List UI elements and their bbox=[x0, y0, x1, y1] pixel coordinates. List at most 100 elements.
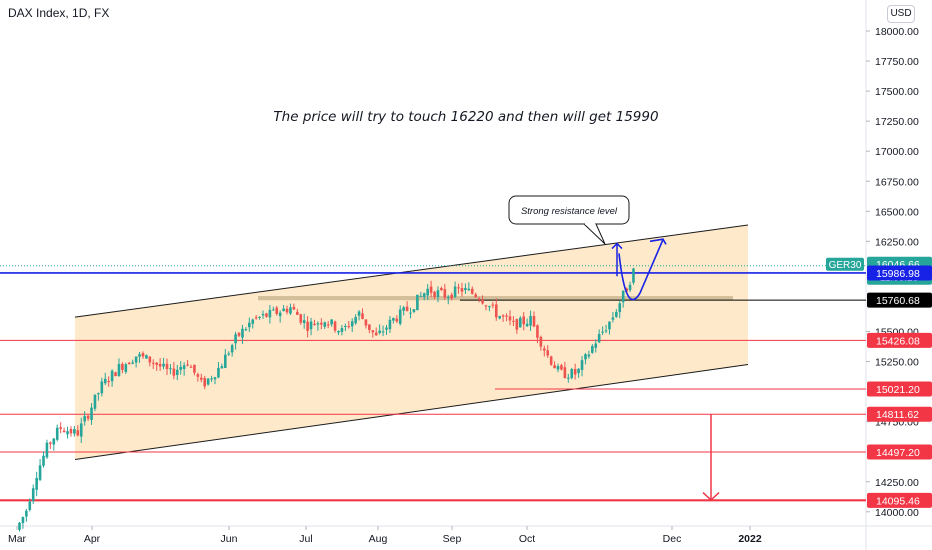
candle bbox=[460, 282, 464, 297]
candle bbox=[436, 286, 440, 303]
candle bbox=[292, 303, 296, 311]
price-tag-value: 14095.46 bbox=[876, 495, 920, 507]
candle bbox=[374, 327, 378, 336]
candle bbox=[632, 267, 635, 285]
candle bbox=[49, 441, 52, 449]
candle bbox=[474, 292, 477, 299]
price-tick-label: 16750.00 bbox=[875, 176, 919, 188]
candle bbox=[395, 315, 399, 324]
candle bbox=[306, 316, 309, 338]
candle bbox=[217, 361, 220, 379]
candle bbox=[66, 426, 69, 439]
candle bbox=[419, 291, 423, 297]
candle bbox=[227, 351, 231, 357]
callout-box: Strong resistance level bbox=[508, 195, 630, 245]
candle bbox=[525, 318, 529, 328]
arrowhead-icon bbox=[611, 242, 623, 250]
candle bbox=[114, 371, 117, 377]
candle bbox=[86, 413, 90, 422]
price-tick-label: 17250.00 bbox=[875, 116, 919, 128]
candle bbox=[518, 316, 522, 328]
candle bbox=[556, 363, 560, 373]
time-tick-label: Jun bbox=[221, 533, 238, 545]
candle bbox=[230, 343, 234, 357]
candle bbox=[165, 358, 169, 376]
candle bbox=[278, 310, 282, 323]
symbol-tag-label: GER30 bbox=[829, 260, 862, 271]
candle bbox=[608, 321, 611, 335]
price-tags: 16046.6611:09:28GER3015986.9815760.68154… bbox=[826, 256, 932, 508]
price-tick-label: 15250.00 bbox=[875, 357, 919, 369]
candle bbox=[248, 317, 251, 332]
candle bbox=[42, 451, 45, 468]
candle bbox=[450, 292, 453, 301]
candles bbox=[18, 267, 635, 532]
candle bbox=[529, 310, 532, 331]
candle bbox=[392, 317, 395, 324]
candle bbox=[577, 368, 580, 378]
candle bbox=[536, 324, 539, 344]
candle bbox=[567, 373, 570, 383]
red-level-1-tag: 15426.08 bbox=[867, 332, 932, 348]
time-tick-label: Apr bbox=[84, 533, 101, 545]
price-tag-value: 15021.20 bbox=[876, 384, 920, 396]
candle bbox=[405, 301, 409, 312]
candle bbox=[285, 305, 289, 315]
candle bbox=[549, 355, 553, 366]
red-level-4-tag: 14497.20 bbox=[867, 444, 932, 460]
candle bbox=[237, 332, 241, 338]
time-tick-label: 2022 bbox=[738, 533, 762, 545]
headline-annotation: The price will try to touch 16220 and th… bbox=[273, 109, 658, 125]
currency-button[interactable]: USD bbox=[887, 5, 915, 23]
candle bbox=[31, 484, 35, 505]
candle bbox=[169, 364, 172, 375]
candle bbox=[361, 308, 364, 320]
candle bbox=[59, 422, 62, 434]
time-tick-label: Aug bbox=[369, 533, 388, 545]
candle bbox=[388, 316, 392, 334]
candle bbox=[254, 315, 258, 320]
candle bbox=[241, 324, 244, 344]
candle bbox=[213, 376, 217, 385]
candle bbox=[320, 318, 323, 330]
channel-bottom-line bbox=[74, 364, 749, 461]
candle bbox=[337, 330, 340, 336]
red-level-3-tag: 14811.62 bbox=[867, 406, 932, 422]
candle bbox=[398, 305, 402, 326]
candle bbox=[494, 298, 498, 321]
candle bbox=[100, 377, 104, 397]
candle bbox=[409, 307, 412, 319]
candle bbox=[199, 373, 203, 383]
candle bbox=[131, 359, 134, 365]
symbol-tag[interactable]: GER30 bbox=[826, 257, 864, 271]
candle bbox=[220, 363, 224, 369]
candle bbox=[429, 280, 433, 298]
candle bbox=[453, 281, 457, 299]
candle bbox=[467, 282, 471, 291]
candle bbox=[103, 372, 107, 386]
price-tick-label: 14000.00 bbox=[875, 507, 919, 519]
candle bbox=[484, 304, 488, 311]
red-level-2-tag: 15021.20 bbox=[867, 381, 932, 397]
black-level-tag: 15760.68 bbox=[867, 292, 932, 308]
candle bbox=[97, 392, 100, 401]
candle bbox=[203, 375, 207, 390]
candle bbox=[196, 372, 200, 382]
price-tick-label: 18000.00 bbox=[875, 26, 919, 38]
price-tick-label: 17000.00 bbox=[875, 146, 919, 158]
candle bbox=[313, 319, 316, 326]
candle bbox=[470, 286, 474, 295]
candle bbox=[261, 310, 265, 319]
arrowhead-icon bbox=[649, 238, 667, 245]
price-tag-value: 14811.62 bbox=[876, 409, 919, 421]
candle bbox=[553, 361, 556, 369]
candle bbox=[186, 360, 189, 367]
time-tick-label: Jul bbox=[299, 533, 312, 545]
channel-top-line bbox=[74, 224, 749, 318]
candle bbox=[35, 471, 38, 497]
candle bbox=[501, 314, 505, 322]
candle bbox=[79, 417, 83, 443]
candle bbox=[563, 361, 567, 379]
candle bbox=[93, 394, 97, 412]
